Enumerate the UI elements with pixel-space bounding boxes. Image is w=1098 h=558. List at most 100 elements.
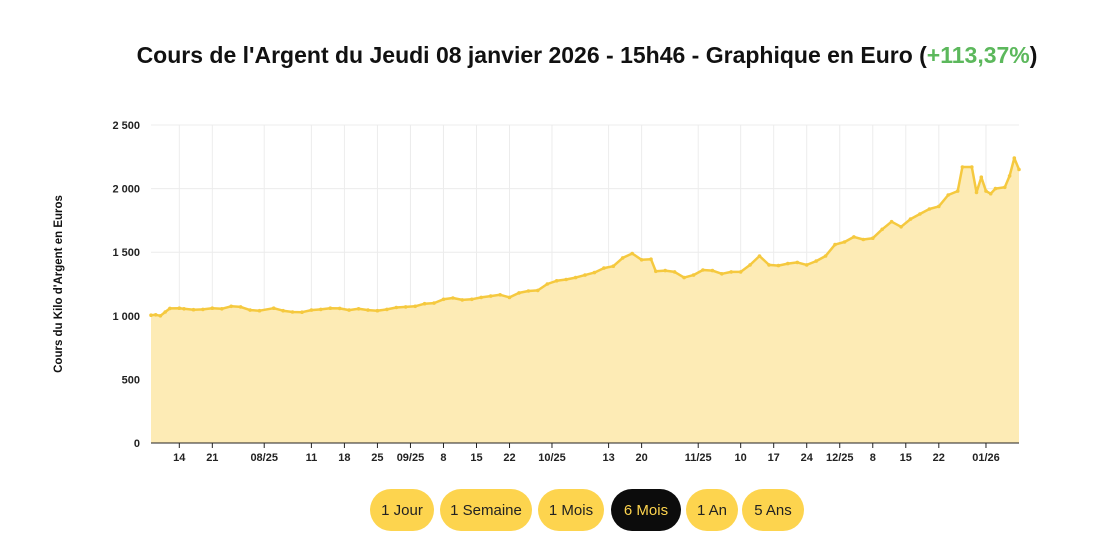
silver-price-chart: 0 500 1 000 1 500 2 000 2 500 Cours du Kilo d… — [53, 120, 1021, 464]
price-points — [149, 156, 1021, 318]
price-point — [149, 313, 153, 318]
price-point — [168, 306, 172, 311]
period-button-1-jour[interactable]: 1 Jour — [370, 489, 434, 531]
price-point — [918, 212, 922, 216]
x-tick-label: 11/25 — [685, 452, 712, 464]
price-point — [413, 304, 418, 309]
price-point — [210, 306, 215, 311]
price-point — [460, 298, 465, 302]
price-point — [1003, 185, 1007, 190]
price-point — [248, 308, 252, 312]
x-tick-label: 20 — [635, 452, 647, 464]
y-tick-label: 0 — [134, 438, 140, 450]
x-tick-label: 12/25 — [826, 452, 854, 464]
price-point — [470, 297, 474, 302]
price-point — [238, 305, 243, 309]
x-tick-label: 15 — [470, 452, 482, 464]
price-point — [290, 310, 295, 314]
price-point — [422, 301, 427, 306]
price-point — [804, 263, 809, 267]
title-close: ) — [1029, 42, 1038, 68]
x-tick-label: 21 — [206, 452, 218, 464]
price-point — [177, 306, 182, 311]
price-point — [573, 275, 578, 280]
y-tick-label: 1 500 — [112, 247, 140, 259]
period-button-1-an[interactable]: 1 An — [686, 489, 738, 531]
price-point — [220, 307, 224, 311]
price-point — [271, 306, 276, 311]
x-tick-label: 11 — [306, 452, 318, 464]
price-point — [201, 307, 205, 312]
price-point — [776, 263, 781, 268]
price-point — [814, 259, 818, 263]
x-tick-label: 25 — [371, 452, 383, 464]
title-change-percent: +113,37% — [926, 42, 1030, 68]
x-tick-label: 17 — [768, 452, 780, 464]
price-point — [229, 304, 233, 309]
x-tick-label: 22 — [933, 452, 945, 464]
price-point — [748, 263, 752, 267]
period-button-1-semaine[interactable]: 1 Semaine — [440, 489, 532, 531]
y-axis-ticks: 0 500 1 000 1 500 2 000 2 500 — [112, 120, 140, 450]
price-point — [757, 254, 762, 258]
price-point — [649, 257, 653, 262]
price-point — [880, 227, 884, 232]
period-button-5-ans[interactable]: 5 Ans — [742, 489, 804, 531]
price-point — [729, 270, 733, 274]
price-point — [1017, 167, 1021, 172]
x-axis-ticks: 14 21 08/25 11 18 25 09/25 8 15 22 10/25 13 20 11/25 1… — [173, 443, 1000, 464]
price-point — [795, 260, 800, 265]
x-tick-label: 8 — [440, 452, 446, 464]
price-point — [993, 186, 998, 191]
price-point — [536, 288, 540, 293]
y-tick-label: 500 — [122, 374, 140, 386]
y-axis-label: Cours du Kilo d'Argent en Euros — [53, 195, 65, 373]
price-point — [281, 308, 285, 313]
x-tick-label: 13 — [602, 452, 614, 464]
price-point — [583, 273, 587, 277]
x-tick-label: 15 — [900, 452, 912, 464]
price-point — [257, 308, 262, 313]
price-point — [663, 268, 667, 273]
price-point — [488, 294, 493, 298]
price-point — [861, 237, 866, 242]
price-point — [937, 204, 941, 209]
price-point — [871, 236, 875, 240]
price-point — [545, 282, 550, 286]
price-point — [328, 306, 333, 311]
x-tick-label: 08/25 — [250, 452, 278, 464]
x-tick-label: 24 — [801, 452, 814, 464]
price-point — [602, 266, 606, 270]
price-point — [153, 313, 158, 317]
price-point — [554, 279, 559, 283]
price-point — [385, 307, 389, 312]
price-point — [691, 273, 696, 277]
price-line — [150, 156, 1021, 318]
price-point — [1007, 174, 1012, 178]
period-button-6-mois[interactable]: 6 Mois — [611, 489, 681, 531]
y-tick-label: 2 500 — [112, 120, 140, 132]
price-point — [356, 307, 361, 311]
price-point — [337, 306, 342, 311]
price-point — [394, 305, 399, 310]
price-point — [507, 295, 512, 300]
price-point — [899, 225, 903, 229]
price-point — [889, 219, 894, 224]
price-point — [432, 301, 436, 305]
x-tick-label: 09/25 — [397, 452, 425, 464]
price-point — [960, 165, 965, 169]
x-tick-label: 10 — [735, 452, 747, 464]
price-point — [682, 275, 686, 280]
price-point — [852, 235, 856, 239]
price-point — [526, 289, 531, 293]
x-tick-label: 01/26 — [972, 452, 1000, 464]
price-area-fill — [151, 158, 1019, 443]
price-point — [451, 296, 455, 300]
price-point — [498, 293, 502, 297]
x-tick-label: 8 — [870, 452, 876, 464]
period-button-1-mois[interactable]: 1 Mois — [538, 489, 604, 531]
price-point — [479, 295, 484, 300]
price-point — [182, 307, 186, 311]
price-point — [1012, 156, 1017, 160]
price-point — [988, 191, 993, 196]
